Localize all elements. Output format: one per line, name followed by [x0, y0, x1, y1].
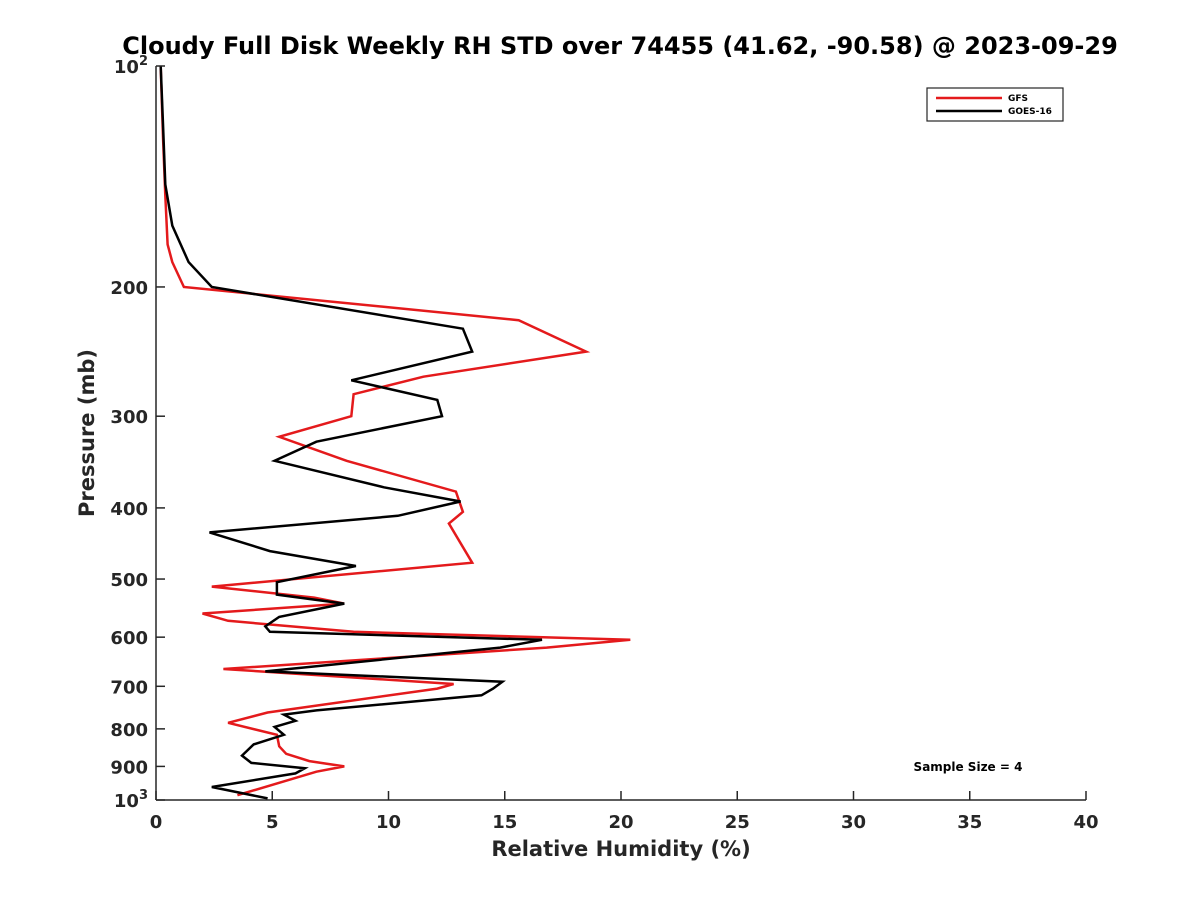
y-tick-label: 200 — [110, 278, 148, 299]
x-axis-ticks: 0 5 10 15 20 25 30 35 40 — [150, 791, 1099, 833]
y-tick-label: 500 — [110, 570, 148, 591]
x-tick-label: 35 — [957, 812, 982, 833]
y-tick-label: 800 — [110, 720, 148, 741]
series-line-goes16 — [159, 65, 543, 800]
chart-title: Cloudy Full Disk Weekly RH STD over 7445… — [122, 32, 1118, 60]
legend: GFS GOES-16 — [926, 87, 1064, 122]
x-tick-label: 15 — [492, 812, 517, 833]
y-tick-label: 300 — [110, 407, 148, 428]
legend-label-goes16: GOES-16 — [1008, 107, 1052, 117]
y-tick-label: 900 — [110, 757, 148, 778]
y-tick-label: 600 — [110, 628, 148, 649]
sample-size-annotation: Sample Size = 4 — [914, 760, 1023, 774]
plot-area — [159, 65, 631, 800]
x-tick-label: 0 — [150, 812, 163, 833]
legend-box — [926, 87, 1064, 122]
x-tick-label: 10 — [376, 812, 401, 833]
x-tick-label: 30 — [841, 812, 866, 833]
x-tick-label: 40 — [1073, 812, 1098, 833]
x-tick-label: 25 — [725, 812, 750, 833]
y-tick-label: 400 — [110, 499, 148, 520]
y-tick-label: 102 — [114, 54, 148, 78]
y-axis-label: Pressure (mb) — [75, 349, 99, 517]
x-tick-label: 5 — [266, 812, 279, 833]
legend-label-gfs: GFS — [1008, 94, 1028, 104]
y-tick-label: 700 — [110, 677, 148, 698]
x-axis-label: Relative Humidity (%) — [491, 837, 750, 861]
y-axis-ticks: 102 200 300 400 500 600 700 800 900 103 — [110, 54, 165, 812]
y-tick-label: 103 — [114, 788, 148, 812]
x-tick-label: 20 — [608, 812, 633, 833]
series-line-gfs — [159, 65, 631, 797]
